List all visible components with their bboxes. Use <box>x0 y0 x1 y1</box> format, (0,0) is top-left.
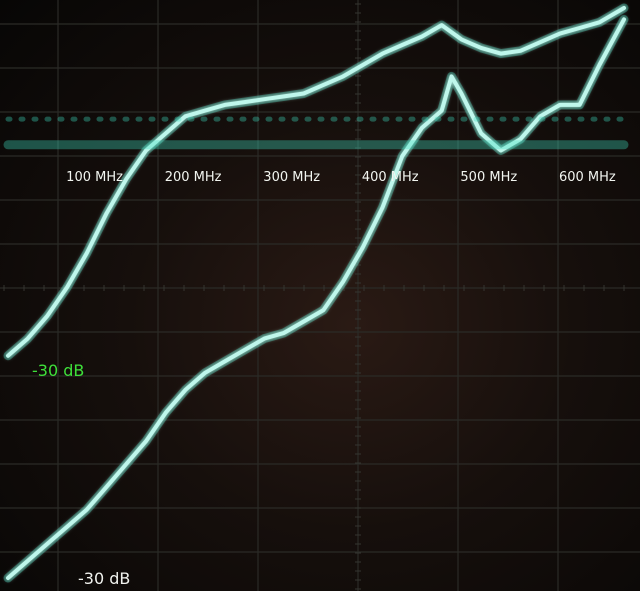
trace-1-line <box>6 6 626 358</box>
x-tick-label: 300 MHz <box>263 170 320 185</box>
x-tick-label: 400 MHz <box>362 170 419 185</box>
graticule-minor-ticks <box>3 3 625 590</box>
reference-level-label: -30 dB <box>78 569 130 588</box>
traces-layer <box>3 3 629 583</box>
frequency-tick-labels: 100 MHz 200 MHz 300 MHz 400 MHz 500 MHz 600 M… <box>66 170 616 185</box>
x-tick-label: 500 MHz <box>460 170 517 185</box>
x-tick-label: 600 MHz <box>559 170 616 185</box>
x-tick-label: 100 MHz <box>66 170 123 185</box>
reference-level-label: -30 dB <box>32 361 84 380</box>
reference-level-labels: -30 dB -30 dB <box>32 361 130 588</box>
trace-2-line <box>6 17 626 580</box>
x-tick-label: 200 MHz <box>165 170 222 185</box>
